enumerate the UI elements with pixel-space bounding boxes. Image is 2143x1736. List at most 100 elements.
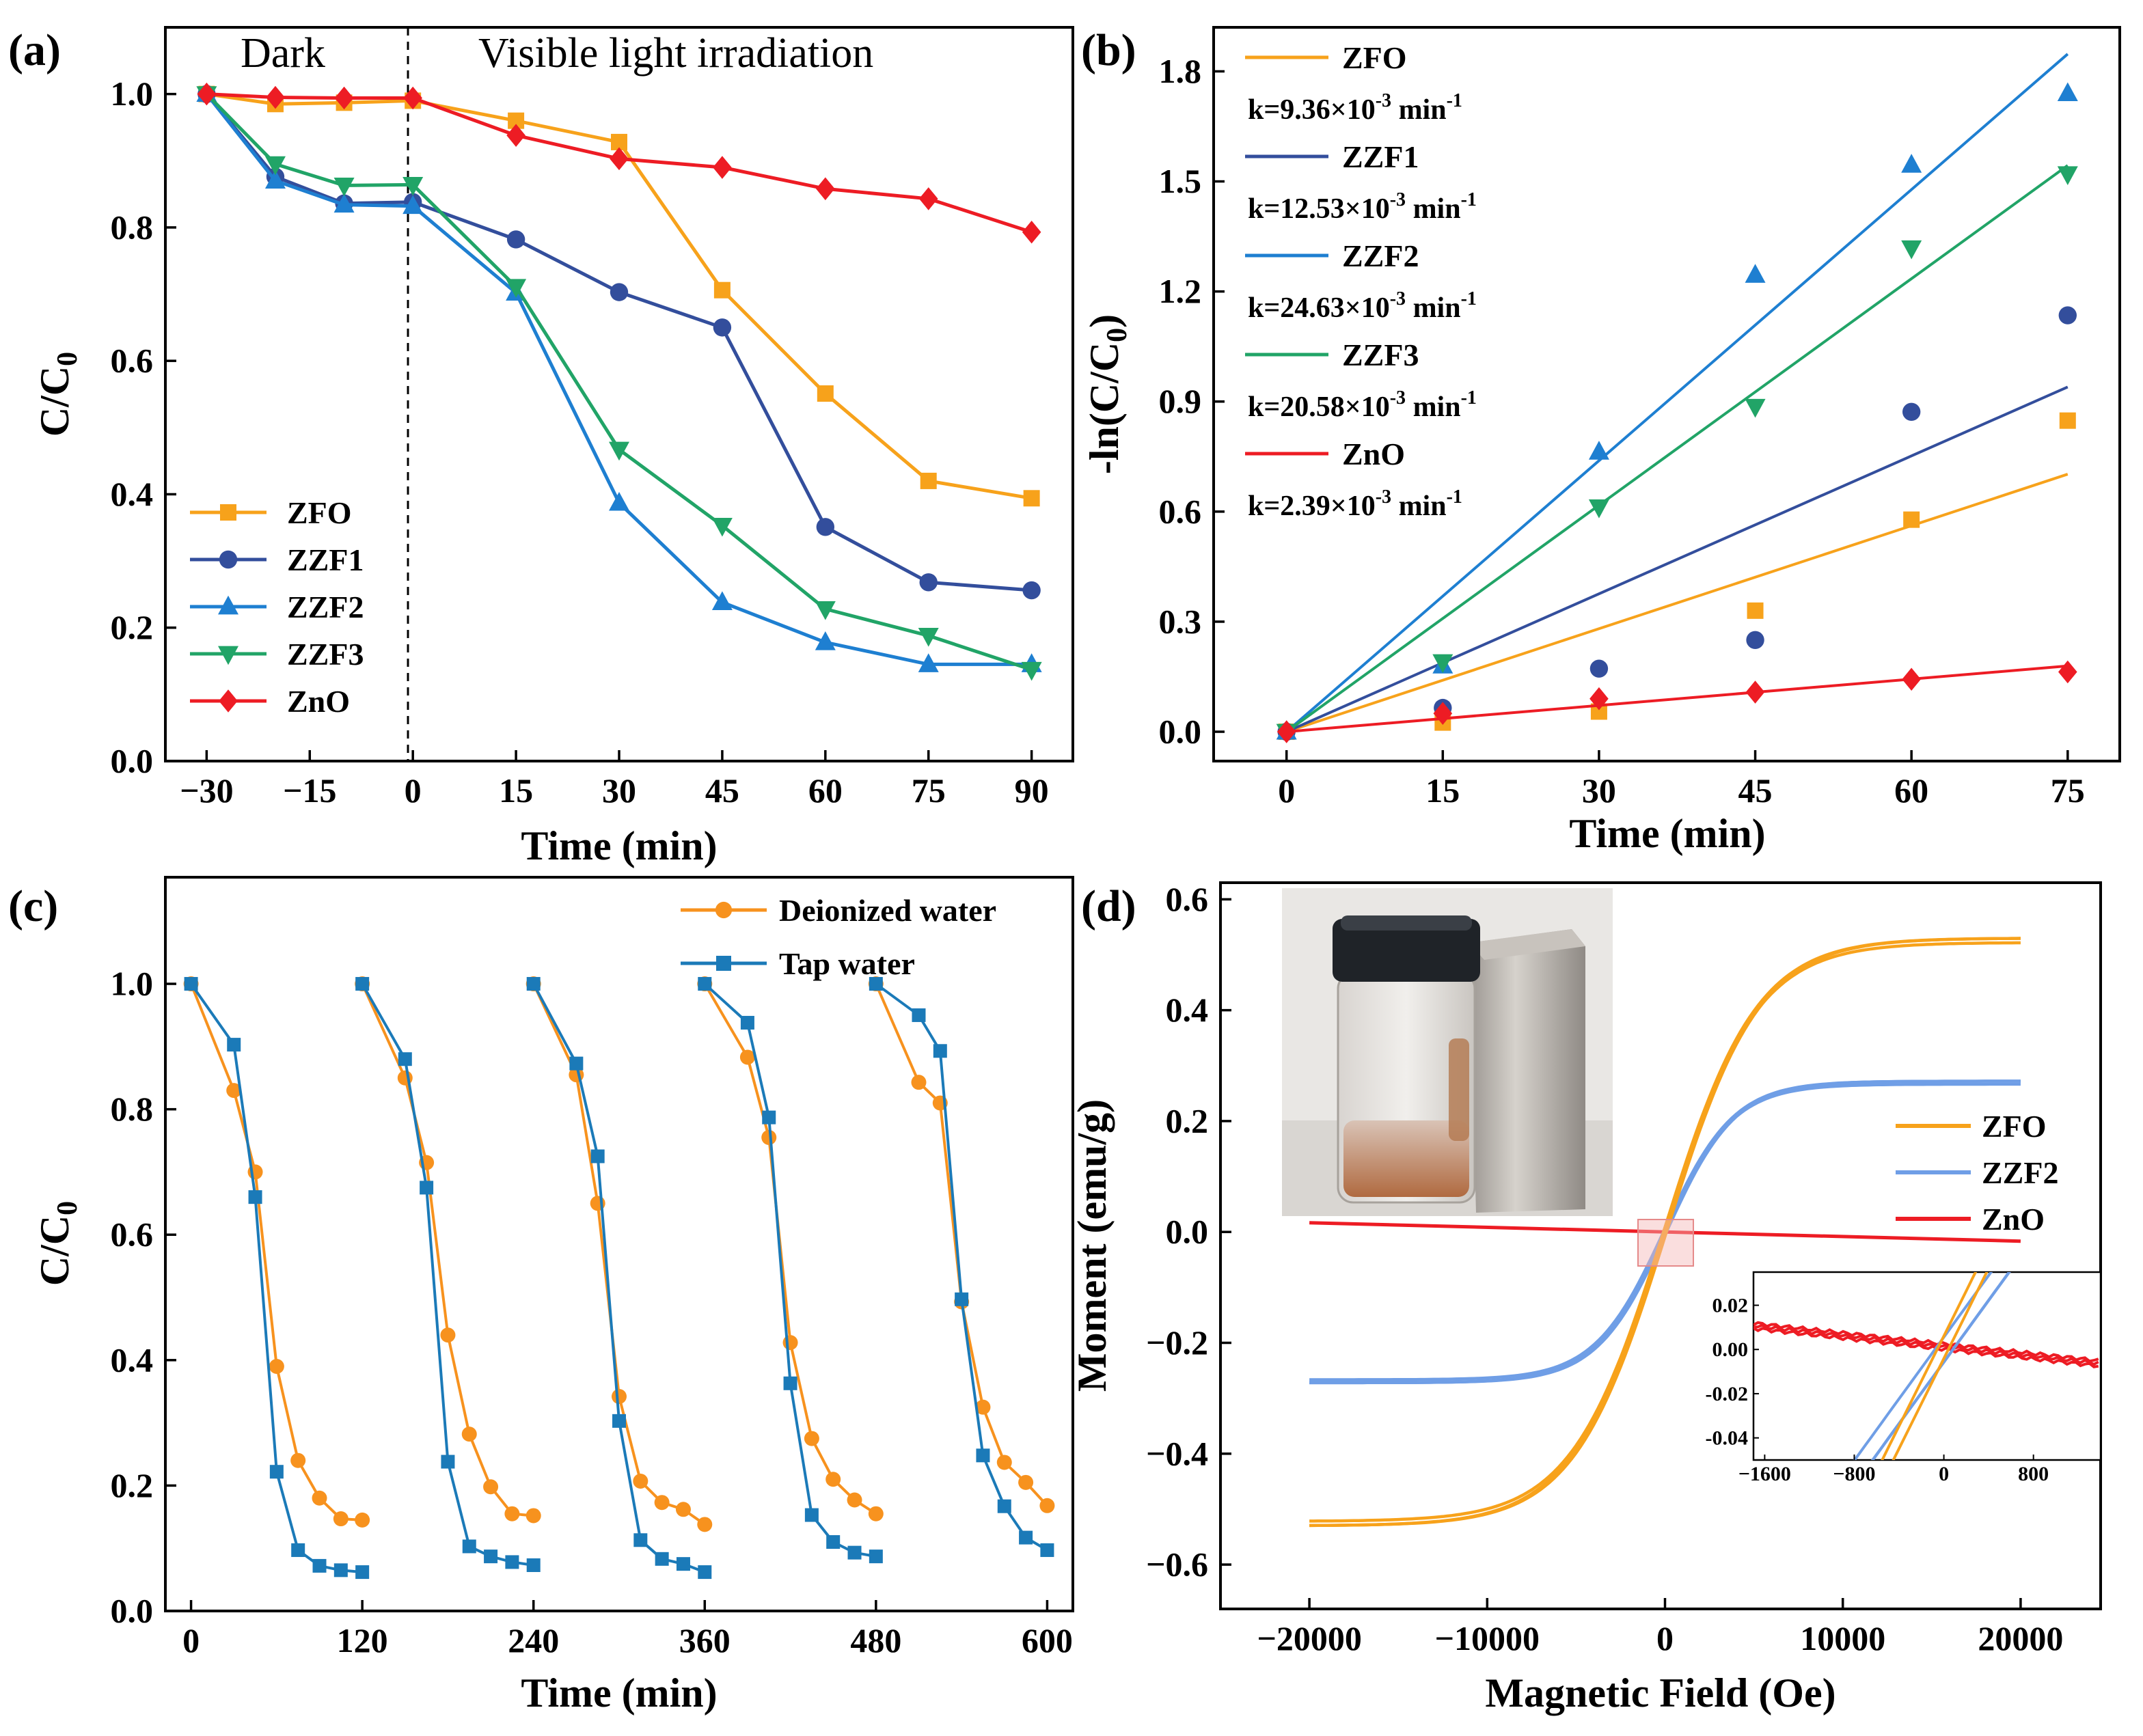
- data-point-ZZF2: [711, 591, 733, 611]
- data-point-ZZF1: [1746, 631, 1764, 649]
- x-tick-label: 0: [405, 771, 422, 810]
- rate-constant-unit: min: [1406, 292, 1461, 324]
- x-tick-label: 0: [1278, 771, 1295, 810]
- data-point-ZnO: [2058, 660, 2077, 684]
- data-point-ZZF3: [333, 177, 355, 197]
- cycle-line-deionized-water: [875, 983, 1048, 1507]
- x-axis-label-c: Time (min): [521, 1670, 717, 1716]
- x-tick-label: −20000: [1257, 1619, 1362, 1657]
- data-point-tap-water: [826, 1535, 841, 1549]
- legend-marker-ZZF1: [219, 550, 238, 569]
- data-point-ZZF3: [1432, 654, 1453, 674]
- data-point-ZZF2: [815, 631, 836, 650]
- data-point-deionized-water: [996, 1455, 1012, 1470]
- data-point-tap-water: [698, 977, 712, 991]
- panel-c: (c) 0 120 240 360 480 600 0.0 0.2 0.4 0.6 0.8 1.0 D…: [8, 876, 1074, 1716]
- data-point-deionized-water: [612, 1389, 627, 1405]
- y-tick-label: 1.0: [111, 74, 154, 113]
- attracted-particles: [1449, 1038, 1469, 1141]
- y-tick-label: 0.4: [1166, 991, 1209, 1029]
- data-point-ZZF1: [919, 573, 938, 592]
- rate-constant-unit: min: [1391, 491, 1447, 522]
- data-point-ZZF3: [264, 156, 286, 176]
- data-point-ZFO: [817, 385, 834, 402]
- data-point-ZnO: [266, 85, 285, 109]
- data-point-deionized-water: [697, 1517, 713, 1532]
- y-tick-label: −0.4: [1146, 1434, 1208, 1472]
- rate-constant-text: k=20.58×10: [1248, 391, 1390, 423]
- data-point-deionized-water: [675, 1502, 691, 1517]
- data-point-deionized-water: [525, 1508, 541, 1524]
- rate-constant-unit-exp: -1: [1461, 189, 1477, 210]
- data-point-ZZF3: [1588, 499, 1609, 519]
- data-point-ZnO: [816, 177, 835, 201]
- cycle-line-tap-water: [189, 982, 363, 1574]
- legend-label-ZZF2: ZZF2: [1342, 238, 1419, 273]
- legend-label-ZZF1: ZZF1: [1342, 139, 1419, 174]
- x-tick-label: 30: [602, 771, 636, 810]
- data-point-ZnO: [197, 82, 217, 106]
- cycle-line-tap-water: [703, 982, 877, 1558]
- y-tick-label: 0.9: [1159, 382, 1202, 420]
- plot-frame-b: [1212, 26, 2121, 762]
- data-point-tap-water: [590, 1149, 605, 1163]
- data-point-ZZF3: [609, 441, 629, 461]
- y-tick-label: −0.6: [1146, 1545, 1208, 1584]
- data-point-ZZF1: [2058, 306, 2077, 325]
- rate-constant-ZFO: k=9.36×10-3 min-1: [1248, 90, 1462, 126]
- legend-marker-ZZF3: [218, 646, 238, 665]
- data-point-deionized-water: [804, 1431, 819, 1446]
- data-point-ZZF3: [1745, 398, 1766, 418]
- x-axis-label-a: Time (min): [521, 823, 717, 868]
- inset-y-tick-label: -0.02: [1706, 1383, 1749, 1405]
- curve-ZFO-branch: [1309, 941, 2021, 1523]
- cycle-line-tap-water: [361, 983, 534, 1567]
- data-point-ZnO: [334, 86, 354, 110]
- inset-curve-ZZF2: [1853, 1272, 1993, 1460]
- data-point-ZnO: [506, 124, 525, 147]
- y-tick-label: 0.0: [111, 1592, 154, 1630]
- data-point-deionized-water: [739, 1049, 755, 1065]
- data-point-ZZF3: [506, 279, 527, 299]
- y-tick-label: −0.2: [1146, 1323, 1208, 1362]
- y-tick-label: 0.4: [111, 475, 154, 513]
- data-point-tap-water: [269, 1465, 284, 1479]
- data-point-ZZF3: [402, 177, 424, 196]
- zoom-region-box: [1637, 1219, 1694, 1267]
- data-point-tap-water: [312, 1558, 327, 1573]
- series-line-ZZF2: [205, 93, 1032, 666]
- data-point-ZZF1: [1902, 402, 1921, 421]
- legend-label-ZnO: ZnO: [1342, 437, 1405, 471]
- y-tick-label: 1.5: [1159, 162, 1202, 200]
- data-point-deionized-water: [355, 1512, 370, 1528]
- data-point-deionized-water: [440, 1327, 456, 1343]
- data-point-ZnO: [610, 147, 629, 171]
- data-point-tap-water: [698, 1565, 712, 1580]
- data-point-ZFO: [2059, 412, 2076, 429]
- fit-line-ZZF3: [1285, 164, 2069, 733]
- legend-label-ZFO: ZFO: [1982, 1109, 2047, 1144]
- rate-constant-text: k=24.63×10: [1248, 292, 1390, 324]
- data-point-deionized-water: [269, 1359, 284, 1374]
- x-tick-label: 0: [182, 1621, 200, 1659]
- data-point-ZFO: [1903, 511, 1920, 528]
- data-point-deionized-water: [911, 1075, 927, 1090]
- data-point-ZZF3: [1021, 661, 1042, 681]
- y-tick-label: 0.0: [1159, 713, 1202, 751]
- data-point-ZZF2: [333, 193, 355, 213]
- data-point-tap-water: [462, 1539, 476, 1554]
- data-point-tap-water: [505, 1555, 519, 1569]
- data-point-tap-water: [484, 1549, 498, 1564]
- data-point-ZZF2: [1901, 154, 1922, 173]
- data-point-ZZF1: [1022, 581, 1041, 600]
- data-point-tap-water: [847, 1545, 862, 1560]
- data-point-ZFO: [713, 281, 731, 299]
- y-tick-label: 1.8: [1159, 52, 1202, 90]
- x-tick-label: 30: [1582, 771, 1616, 810]
- data-point-tap-water: [976, 1448, 990, 1463]
- data-point-ZnO: [918, 187, 938, 210]
- magnified-inset: −1600 −800 0 800 -0.04 -0.02 0.00 0.02: [1706, 1271, 2102, 1485]
- series-line-ZZF3: [205, 92, 1033, 672]
- data-point-deionized-water: [633, 1473, 649, 1489]
- legend-label-ZZF3: ZZF3: [287, 637, 364, 672]
